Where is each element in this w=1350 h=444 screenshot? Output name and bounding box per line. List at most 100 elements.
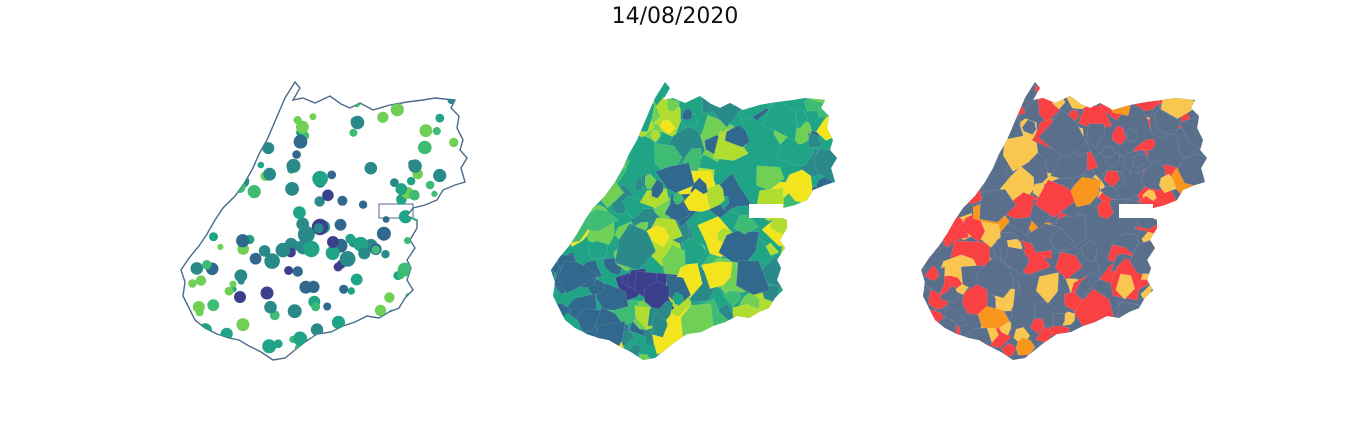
municipality-bubble	[211, 158, 222, 169]
municipality-bubble	[239, 120, 250, 130]
municipality-bubble	[181, 152, 192, 166]
municipality-bubble	[460, 309, 467, 317]
municipality-bubble	[247, 185, 261, 199]
municipality-area	[583, 344, 618, 360]
municipality-bubble	[456, 270, 467, 282]
municipality-area	[666, 98, 680, 112]
municipality-bubble	[275, 242, 291, 258]
municipality-area	[1180, 255, 1203, 274]
municipality-bubble	[195, 275, 207, 286]
municipality-area	[570, 151, 604, 190]
municipality-bubble	[451, 276, 461, 286]
municipality-area	[583, 92, 602, 121]
municipality-area	[605, 140, 621, 154]
municipality-area	[978, 94, 1014, 122]
municipality-area	[766, 340, 800, 360]
municipality-bubble	[258, 245, 271, 257]
municipality-area	[551, 185, 559, 210]
municipality-area	[752, 334, 782, 360]
municipality-bubble	[262, 142, 275, 155]
municipality-area	[587, 279, 605, 296]
municipality-area	[557, 261, 599, 294]
municipality-area	[622, 195, 645, 220]
municipality-area	[1060, 345, 1078, 360]
municipality-area	[618, 82, 651, 125]
municipality-bubble	[455, 236, 465, 245]
municipality-area	[1087, 123, 1105, 149]
municipality-area	[553, 206, 579, 241]
municipality-area	[551, 95, 575, 129]
municipality-area	[1173, 285, 1207, 319]
municipality-area	[944, 93, 966, 110]
municipality-area	[981, 119, 997, 130]
municipality-area	[816, 260, 837, 290]
municipality-area	[574, 91, 607, 114]
municipality-bubble	[188, 279, 197, 288]
municipality-bubble	[458, 122, 467, 131]
municipality-bubble	[325, 246, 340, 260]
municipality-bubble	[209, 232, 218, 242]
municipality-area	[933, 181, 957, 203]
municipality-bubble	[390, 103, 404, 117]
municipality-bubble	[224, 286, 234, 296]
municipality-bubble	[350, 273, 363, 286]
municipality-area	[1172, 274, 1191, 290]
municipality-area	[1049, 227, 1075, 250]
municipality-area	[958, 218, 986, 243]
municipality-area	[1187, 318, 1207, 353]
municipality-bubble	[429, 342, 444, 356]
municipality-bubble	[233, 120, 246, 133]
municipality-area	[985, 100, 1011, 124]
municipality-bubble	[292, 266, 303, 277]
municipality-area	[1141, 138, 1156, 151]
municipality-bubble	[303, 240, 320, 258]
municipality-area	[1163, 233, 1189, 269]
municipality-bubble	[431, 190, 438, 197]
municipality-area	[1160, 345, 1188, 360]
municipality-area	[949, 101, 985, 144]
municipality-bubble	[339, 251, 356, 267]
municipality-bubble	[222, 187, 230, 195]
municipality-area	[927, 95, 950, 123]
municipality-area	[580, 129, 602, 153]
municipality-area	[672, 292, 685, 305]
municipality-area	[1164, 276, 1207, 307]
municipality-bubble	[211, 340, 219, 347]
municipality-bubble	[398, 210, 413, 224]
bubble-map	[180, 80, 468, 361]
municipality-area	[729, 344, 746, 360]
municipality-area	[791, 330, 817, 358]
municipality-area	[947, 165, 962, 182]
municipality-bubble	[310, 323, 324, 336]
municipality-area	[651, 311, 668, 338]
municipality-area	[981, 127, 1002, 155]
municipality-area	[568, 130, 603, 164]
municipality-bubble	[380, 331, 391, 343]
municipality-bubble	[198, 323, 212, 337]
municipality-bubble	[236, 318, 250, 332]
municipality-bubble	[447, 311, 460, 325]
municipality-area	[975, 256, 1015, 299]
municipality-bubble	[190, 262, 204, 275]
municipality-area	[1116, 301, 1146, 325]
municipality-area	[593, 320, 626, 360]
municipality-area	[726, 330, 757, 360]
municipality-bubble	[240, 96, 252, 108]
municipality-bubble	[182, 220, 194, 231]
municipality-bubble	[293, 331, 308, 346]
municipality-area	[1187, 211, 1207, 246]
municipality-bubble	[297, 226, 315, 243]
municipality-area	[929, 83, 957, 115]
municipality-area	[756, 165, 785, 191]
municipality-area	[1035, 272, 1059, 304]
municipality-area	[1158, 173, 1177, 194]
municipality-bubble	[350, 115, 365, 130]
municipality-bubble	[264, 300, 277, 314]
municipality-bubble	[419, 124, 433, 138]
municipality-bubble	[183, 173, 190, 180]
municipality-area	[921, 198, 950, 232]
municipality-area	[1015, 337, 1036, 356]
municipality-bubble	[314, 196, 325, 207]
municipality-area	[1002, 135, 1039, 172]
municipality-area	[794, 313, 832, 349]
